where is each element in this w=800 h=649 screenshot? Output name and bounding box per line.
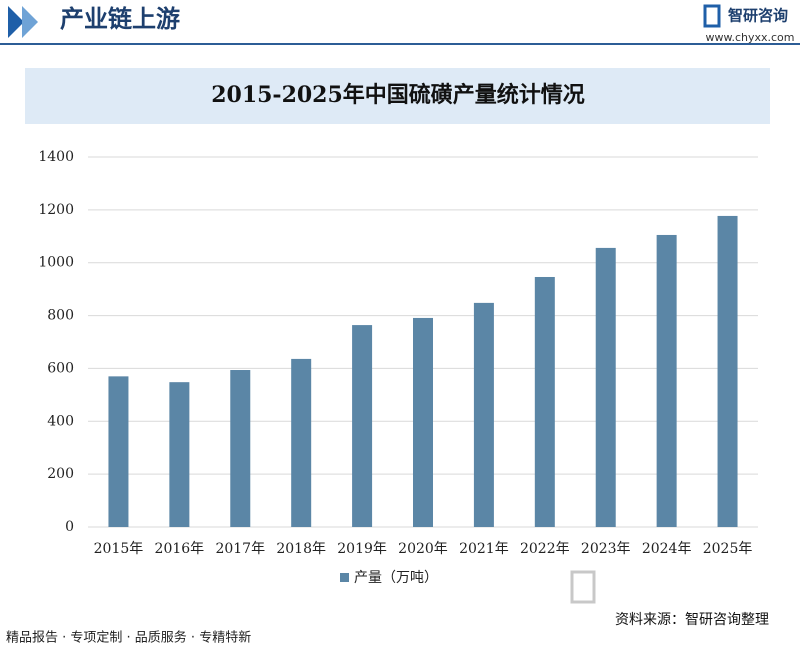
x-tick-label: 2023年 xyxy=(581,541,631,557)
brand-name: 智研咨询 xyxy=(728,7,788,25)
bar xyxy=(534,276,555,527)
bar xyxy=(230,370,251,527)
y-tick-label: 600 xyxy=(47,360,74,376)
y-tick-label: 1000 xyxy=(38,255,74,271)
x-tick-label: 2022年 xyxy=(520,541,570,557)
header-icon xyxy=(8,6,24,38)
x-tick-label: 2024年 xyxy=(642,541,692,557)
legend-swatch xyxy=(340,573,349,582)
brand-logo xyxy=(703,4,721,28)
x-tick-label: 2018年 xyxy=(276,541,326,557)
x-tick-label: 2016年 xyxy=(155,541,205,557)
legend-label: 产量（万吨） xyxy=(354,570,438,586)
y-tick-label: 800 xyxy=(47,308,74,324)
bar xyxy=(291,358,312,527)
bar xyxy=(473,302,494,527)
header-icon xyxy=(22,6,38,38)
section-title: 产业链上游 xyxy=(60,5,180,33)
bar xyxy=(717,215,738,527)
title-band xyxy=(25,68,770,124)
bar xyxy=(595,247,616,527)
x-tick-label: 2015年 xyxy=(94,541,144,557)
y-tick-label: 1200 xyxy=(38,202,74,218)
x-tick-label: 2021年 xyxy=(459,541,509,557)
footer: 精品报告 · 专项定制 · 品质服务 · 专精特新 xyxy=(6,630,251,646)
brand-url: www.chyxx.com xyxy=(705,31,794,44)
x-tick-label: 2025年 xyxy=(703,541,753,557)
chart-title: 2015-2025年中国硫磺产量统计情况 xyxy=(211,82,585,108)
plot: 0 200 400 600 800 1000 1200 1400 2015年 2016年 2017年… xyxy=(38,149,758,586)
x-tick-label: 2020年 xyxy=(398,541,448,557)
y-tick-label: 0 xyxy=(65,519,74,535)
bar xyxy=(413,317,433,527)
bar xyxy=(108,376,129,527)
watermark-logo xyxy=(570,570,596,604)
y-tick-label: 1400 xyxy=(38,149,74,165)
bar xyxy=(656,234,677,527)
x-tick-label: 2019年 xyxy=(337,541,387,557)
x-tick-label: 2017年 xyxy=(215,541,265,557)
source: 资料来源：智研咨询整理 xyxy=(615,612,769,628)
bar xyxy=(352,325,373,527)
y-tick-label: 200 xyxy=(47,466,74,482)
bar xyxy=(169,382,190,527)
y-tick-label: 400 xyxy=(47,413,74,429)
